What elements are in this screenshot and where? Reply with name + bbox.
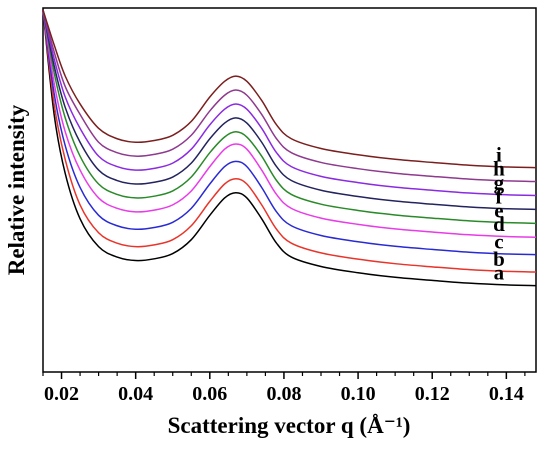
series-line-b <box>42 9 537 273</box>
x-tick-label: 0.04 <box>118 383 153 405</box>
series-line-d <box>42 9 537 238</box>
x-tick-label: 0.14 <box>489 383 524 405</box>
x-tick-label: 0.08 <box>266 383 301 405</box>
series-line-f <box>42 9 537 211</box>
x-axis-label: Scattering vector q (Å⁻¹) <box>168 413 411 438</box>
series-label-h: h <box>493 157 505 181</box>
series-line-c <box>42 9 537 256</box>
series-line-g <box>42 9 537 197</box>
series-label-g: g <box>494 170 505 194</box>
series-label-i: i <box>496 143 502 167</box>
series-label-a: a <box>494 261 505 285</box>
x-tick-label: 0.02 <box>44 383 79 405</box>
series-label-e: e <box>494 198 503 222</box>
series-label-b: b <box>493 247 505 271</box>
x-axis-ticks: 0.02 0.04 0.06 0.08 0.10 0.12 0.14 <box>42 372 526 405</box>
series-line-i <box>42 9 537 169</box>
series-label-f: f <box>495 184 503 208</box>
series-line-a <box>42 9 537 287</box>
series-line-e <box>42 9 537 225</box>
x-tick-label: 0.06 <box>192 383 227 405</box>
series-label-c: c <box>494 230 503 254</box>
series-lines <box>42 9 537 287</box>
plot-frame <box>42 7 537 373</box>
series-line-h <box>42 9 537 183</box>
y-axis-label: Relative intensity <box>4 104 29 275</box>
series-label-d: d <box>493 212 505 236</box>
x-tick-label: 0.12 <box>415 383 450 405</box>
x-tick-label: 0.10 <box>341 383 376 405</box>
